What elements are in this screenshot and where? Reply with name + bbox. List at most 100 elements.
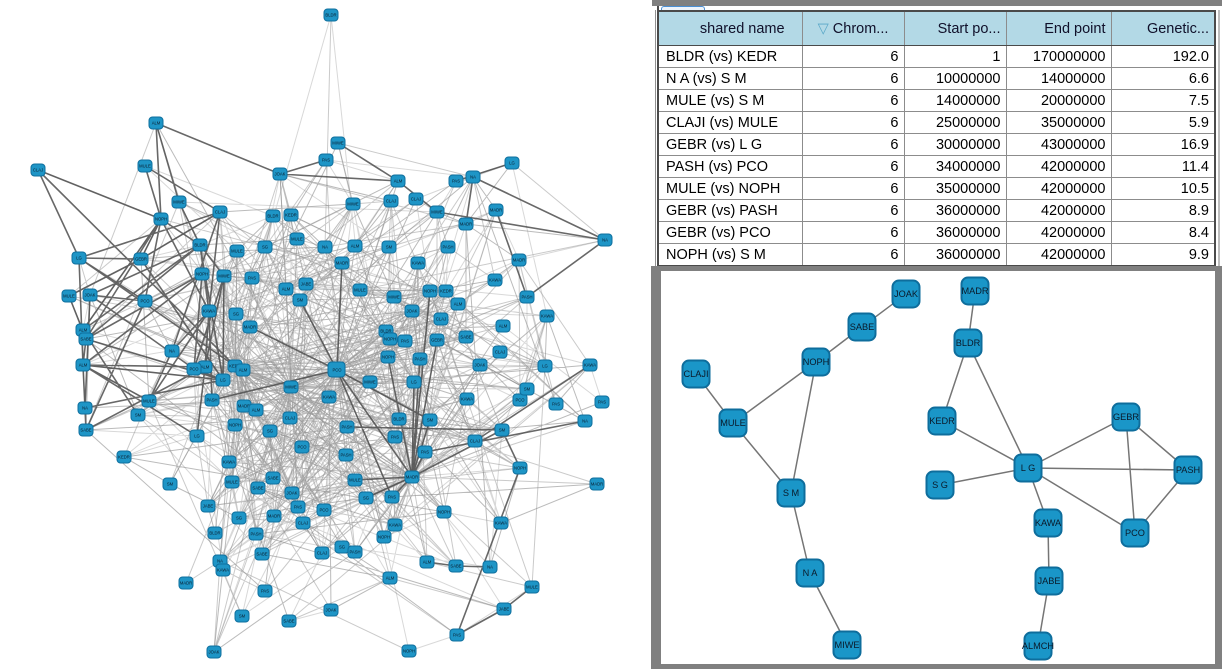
svg-text:PAS: PAS bbox=[294, 505, 302, 510]
svg-text:ALM: ALM bbox=[423, 560, 432, 565]
svg-text:SABE: SABE bbox=[267, 476, 278, 481]
svg-text:GEBR: GEBR bbox=[431, 338, 443, 343]
svg-text:MULE: MULE bbox=[63, 294, 75, 299]
svg-text:ALM: ALM bbox=[499, 324, 508, 329]
svg-text:NOPH: NOPH bbox=[229, 423, 241, 428]
svg-text:PASH: PASH bbox=[349, 550, 360, 555]
svg-text:JABE: JABE bbox=[1038, 576, 1061, 586]
svg-text:BLDR: BLDR bbox=[267, 214, 278, 219]
svg-text:LG: LG bbox=[220, 378, 226, 383]
svg-text:CLAJ: CLAJ bbox=[436, 317, 446, 322]
svg-text:KEDR: KEDR bbox=[929, 416, 955, 426]
svg-text:NOPH: NOPH bbox=[438, 510, 450, 515]
svg-text:PAS: PAS bbox=[322, 158, 330, 163]
svg-text:MULE: MULE bbox=[139, 164, 151, 169]
svg-text:MIWE: MIWE bbox=[388, 295, 400, 300]
svg-text:SABE: SABE bbox=[283, 619, 294, 624]
svg-text:MIWE: MIWE bbox=[332, 141, 344, 146]
svg-text:KAWA: KAWA bbox=[461, 397, 473, 402]
svg-text:NA: NA bbox=[602, 238, 608, 243]
svg-text:PCO: PCO bbox=[189, 367, 199, 372]
svg-text:MADR: MADR bbox=[591, 482, 603, 487]
svg-text:SM: SM bbox=[499, 428, 506, 433]
svg-text:SABE: SABE bbox=[80, 428, 91, 433]
svg-text:KAWA: KAWA bbox=[489, 278, 501, 283]
svg-text:SG: SG bbox=[363, 496, 369, 501]
svg-text:NOPH: NOPH bbox=[196, 272, 208, 277]
svg-text:NOPH: NOPH bbox=[403, 649, 415, 654]
svg-text:SG: SG bbox=[339, 545, 345, 550]
svg-text:LG: LG bbox=[411, 380, 417, 385]
svg-text:JOAK: JOAK bbox=[326, 608, 337, 613]
svg-text:BLDR: BLDR bbox=[393, 417, 404, 422]
svg-text:MADR: MADR bbox=[180, 581, 192, 586]
svg-text:CLAJ: CLAJ bbox=[33, 168, 43, 173]
svg-text:PAS: PAS bbox=[248, 276, 256, 281]
svg-text:NOPH: NOPH bbox=[384, 337, 396, 342]
svg-text:SABE: SABE bbox=[80, 337, 91, 342]
svg-text:CLAJ: CLAJ bbox=[470, 439, 480, 444]
svg-text:NA: NA bbox=[582, 419, 588, 424]
svg-text:NOPH: NOPH bbox=[803, 357, 830, 367]
svg-text:LG: LG bbox=[76, 256, 82, 261]
svg-text:SABE: SABE bbox=[460, 335, 471, 340]
svg-text:NA: NA bbox=[217, 559, 223, 564]
svg-text:S M: S M bbox=[783, 488, 799, 498]
svg-text:PCO: PCO bbox=[297, 445, 307, 450]
svg-text:KAWA: KAWA bbox=[323, 395, 335, 400]
svg-text:PAS: PAS bbox=[391, 435, 399, 440]
svg-text:JOAK: JOAK bbox=[475, 363, 486, 368]
svg-text:PASH: PASH bbox=[442, 245, 453, 250]
svg-text:SG: SG bbox=[236, 516, 242, 521]
svg-text:SG: SG bbox=[267, 429, 273, 434]
svg-text:SM: SM bbox=[524, 387, 531, 392]
svg-text:CLAJ: CLAJ bbox=[386, 199, 396, 204]
svg-text:MULE: MULE bbox=[291, 237, 303, 242]
svg-text:SM: SM bbox=[427, 418, 434, 423]
svg-text:MULE: MULE bbox=[226, 480, 238, 485]
svg-text:NOPH: NOPH bbox=[382, 355, 394, 360]
svg-text:PCO: PCO bbox=[319, 508, 329, 513]
svg-text:CLAJ: CLAJ bbox=[411, 197, 421, 202]
svg-text:MULE: MULE bbox=[526, 585, 538, 590]
svg-text:MADR: MADR bbox=[513, 258, 525, 263]
svg-text:LG: LG bbox=[194, 434, 200, 439]
svg-text:ALM: ALM bbox=[454, 302, 463, 307]
svg-text:KAWA: KAWA bbox=[412, 261, 424, 266]
svg-text:CLAJ: CLAJ bbox=[285, 416, 295, 421]
svg-text:PAS: PAS bbox=[261, 589, 269, 594]
svg-text:MADR: MADR bbox=[460, 222, 472, 227]
svg-text:N A: N A bbox=[803, 568, 819, 578]
svg-text:ALM: ALM bbox=[351, 244, 360, 249]
svg-text:PAS: PAS bbox=[401, 339, 409, 344]
svg-text:KEDR: KEDR bbox=[229, 364, 241, 369]
svg-text:GEBR: GEBR bbox=[135, 257, 147, 262]
svg-text:MADR: MADR bbox=[268, 514, 280, 519]
svg-text:JOAK: JOAK bbox=[407, 309, 418, 314]
svg-text:NOPH: NOPH bbox=[155, 217, 167, 222]
svg-text:SG: SG bbox=[233, 312, 239, 317]
svg-text:ALM: ALM bbox=[152, 121, 161, 126]
svg-text:SM: SM bbox=[239, 614, 246, 619]
svg-text:GEBR: GEBR bbox=[1113, 412, 1139, 422]
svg-text:JOAK: JOAK bbox=[894, 289, 919, 299]
svg-text:ALM: ALM bbox=[386, 576, 395, 581]
svg-text:NA: NA bbox=[322, 245, 328, 250]
svg-text:MIWE: MIWE bbox=[431, 210, 443, 215]
svg-text:BLDR: BLDR bbox=[325, 13, 336, 18]
svg-text:SM: SM bbox=[167, 482, 174, 487]
svg-text:PASH: PASH bbox=[1176, 465, 1200, 475]
svg-text:ALM: ALM bbox=[394, 179, 403, 184]
svg-text:PAS: PAS bbox=[421, 450, 429, 455]
svg-text:MADR: MADR bbox=[406, 475, 418, 480]
svg-text:NA: NA bbox=[169, 349, 175, 354]
svg-text:BLDR: BLDR bbox=[956, 338, 981, 348]
svg-text:MADR: MADR bbox=[961, 286, 988, 296]
svg-text:KAWA: KAWA bbox=[541, 314, 553, 319]
svg-text:MADR: MADR bbox=[238, 404, 250, 409]
svg-text:ALM: ALM bbox=[201, 365, 210, 370]
svg-text:SM: SM bbox=[386, 245, 393, 250]
svg-text:PAS: PAS bbox=[598, 400, 606, 405]
svg-text:MULE: MULE bbox=[143, 399, 155, 404]
svg-text:KAWA: KAWA bbox=[217, 568, 229, 573]
